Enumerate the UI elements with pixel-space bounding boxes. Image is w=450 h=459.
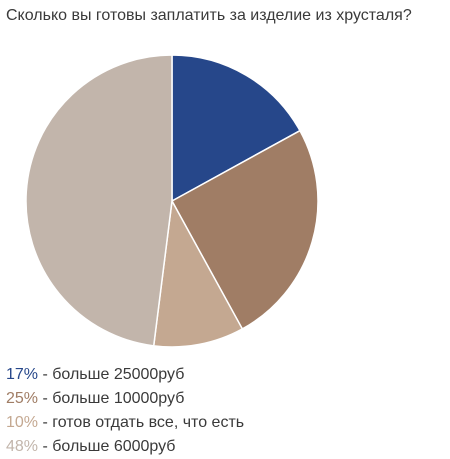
legend-label: готов отдать все, что есть	[52, 414, 245, 431]
pie-slices	[25, 54, 319, 348]
legend-separator: -	[38, 414, 53, 431]
pie-slice-2	[152, 198, 244, 348]
pie-chart	[25, 54, 319, 348]
legend-label: больше 10000руб	[52, 390, 185, 407]
legend-percent: 25%	[6, 390, 39, 407]
pie-slice-0	[171, 54, 301, 203]
legend-item: 17% - больше 25000руб	[6, 363, 244, 387]
legend-label: больше 6000руб	[52, 438, 176, 455]
legend-separator: -	[38, 390, 53, 407]
legend-percent: 48%	[6, 438, 39, 455]
legend-item: 10% - готов отдать все, что есть	[6, 411, 244, 435]
chart-legend: 17% - больше 25000руб 25% - больше 10000…	[6, 363, 244, 459]
legend-percent: 17%	[6, 366, 39, 383]
pie-slice-1	[170, 129, 319, 330]
pie-slice-3	[25, 54, 173, 347]
chart-title: Сколько вы готовы заплатить за изделие и…	[6, 7, 412, 24]
legend-item: 25% - больше 10000руб	[6, 387, 244, 411]
legend-separator: -	[38, 438, 53, 455]
legend-item: 48% - больше 6000руб	[6, 435, 244, 459]
legend-label: больше 25000руб	[52, 366, 185, 383]
legend-percent: 10%	[6, 414, 39, 431]
legend-separator: -	[38, 366, 53, 383]
